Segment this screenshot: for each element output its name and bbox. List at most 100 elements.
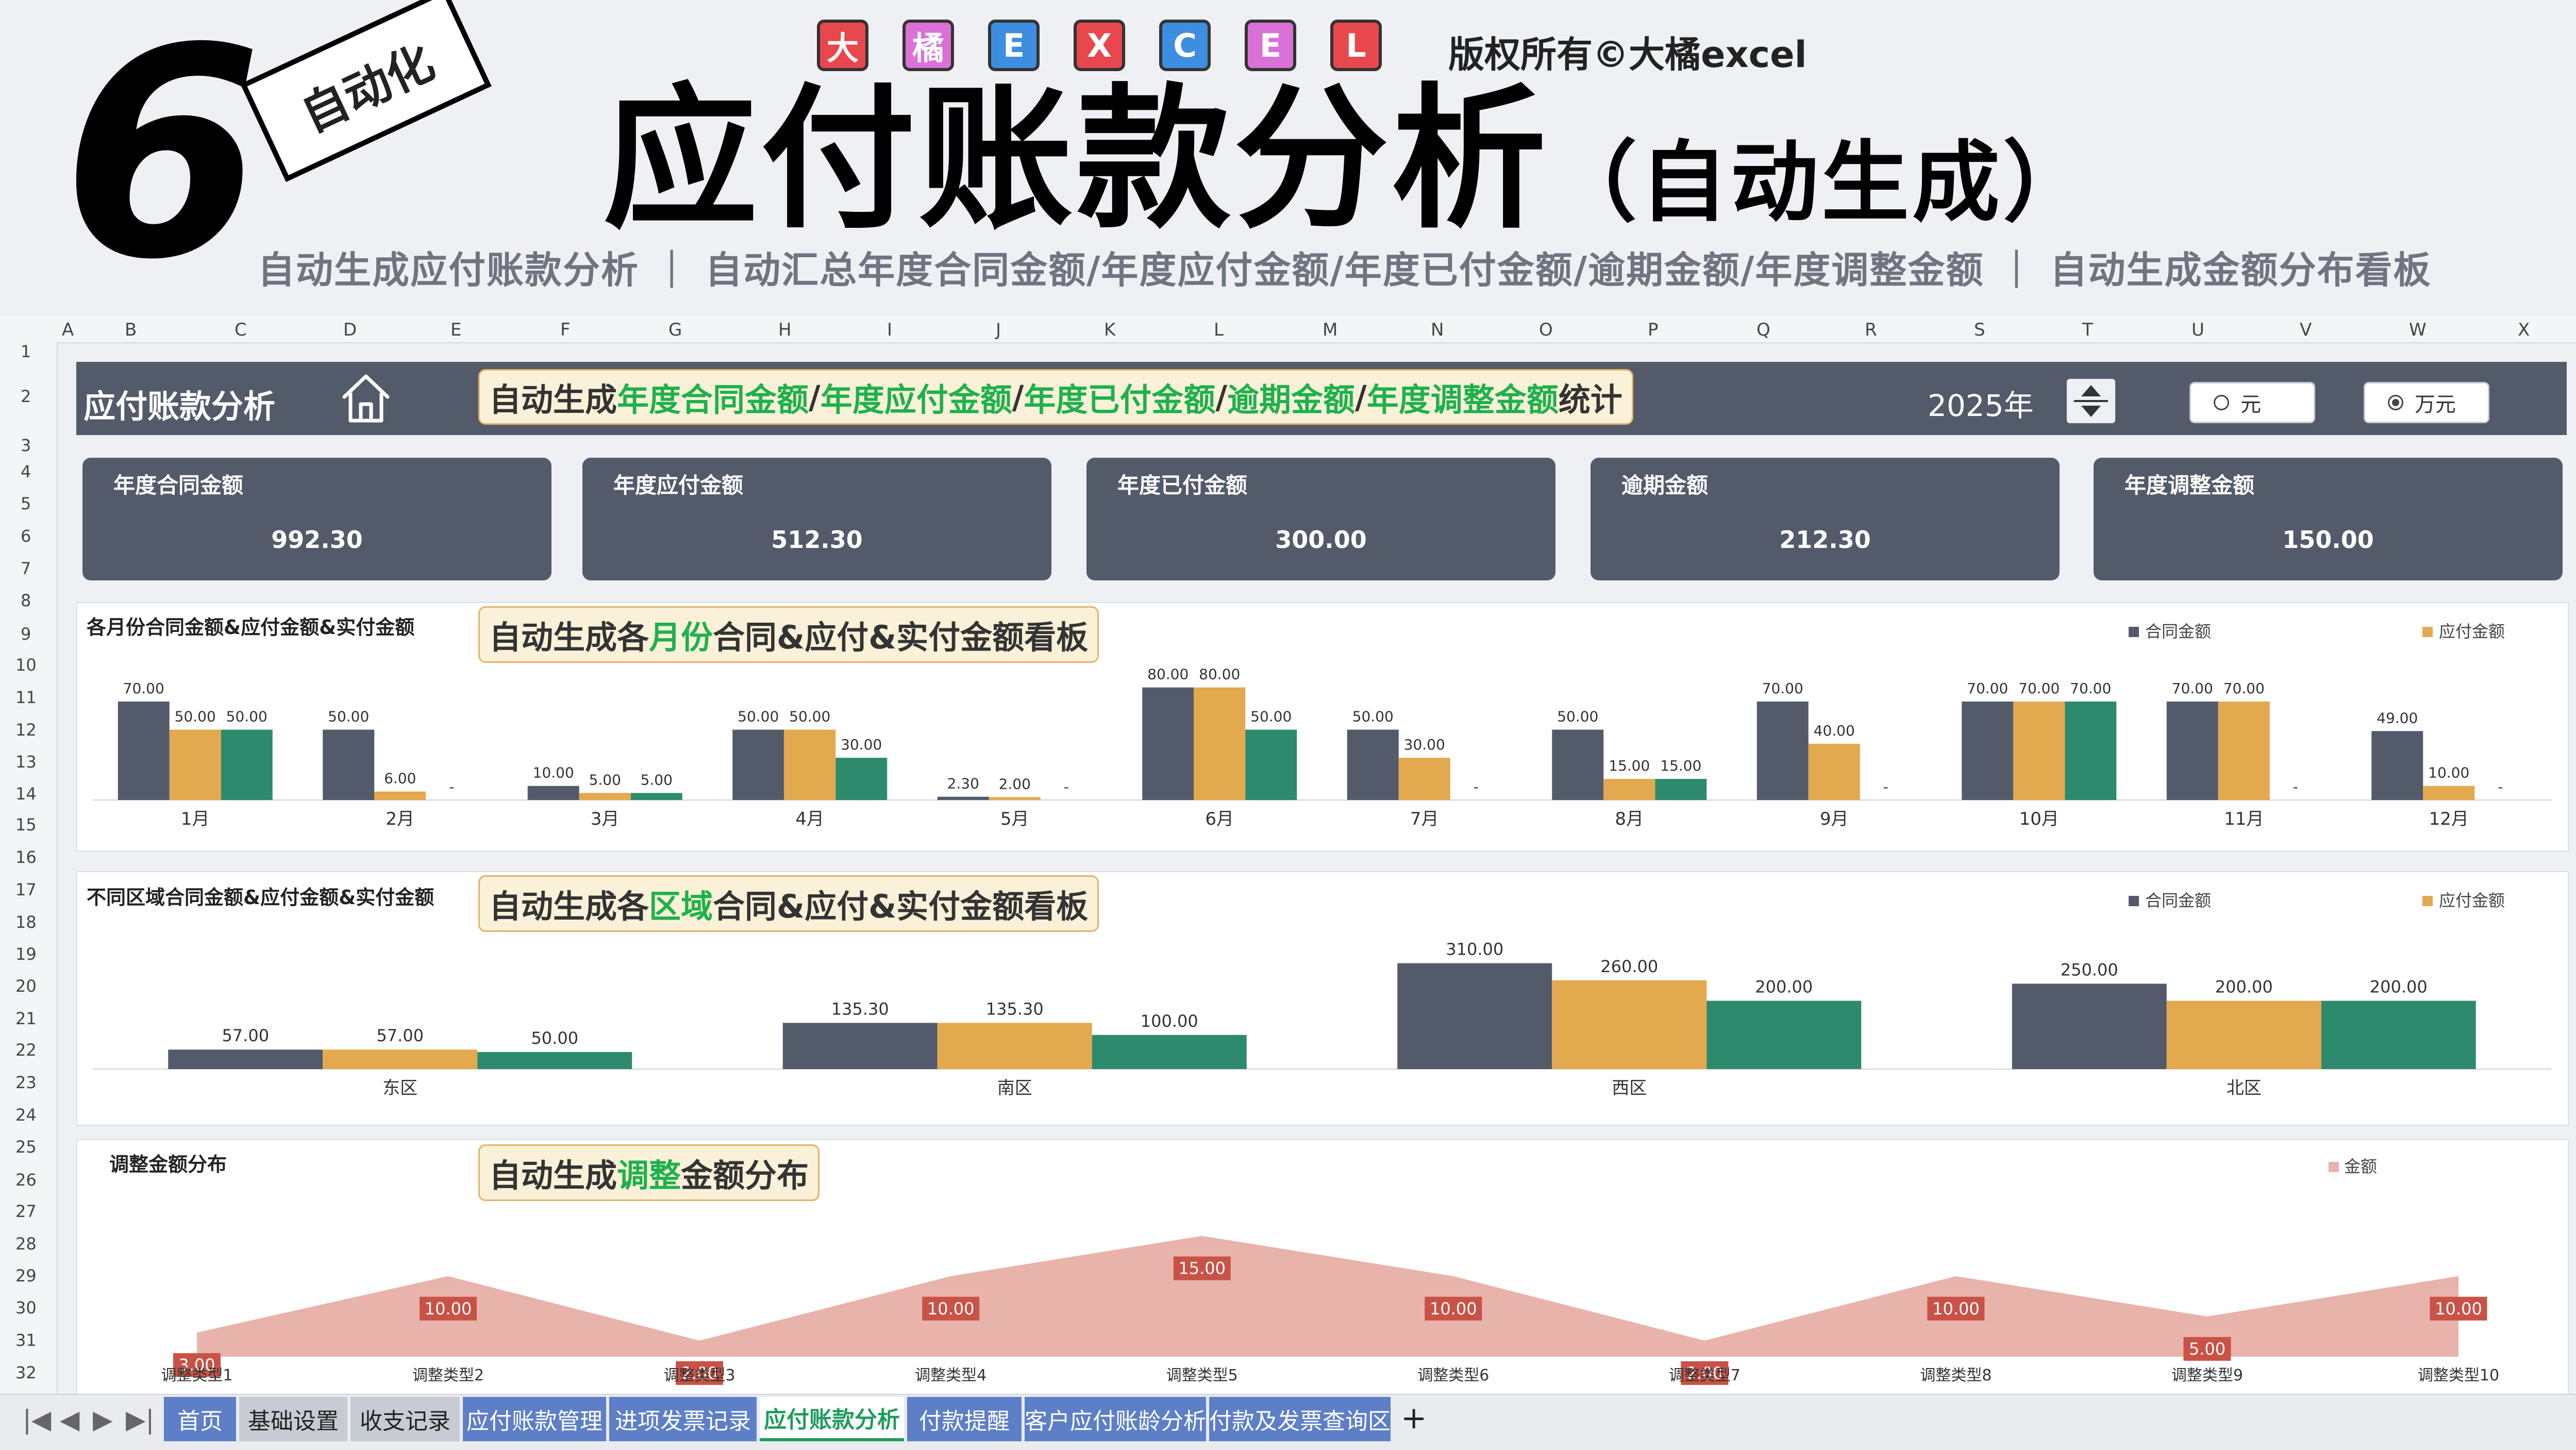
category-label: 调整类型1 xyxy=(161,1366,232,1385)
radio-selected-icon xyxy=(2388,395,2403,410)
sheet-tab[interactable]: 客户应付账龄分析 xyxy=(1025,1397,1206,1441)
row-header: 30 xyxy=(15,1298,37,1318)
row-header: 7 xyxy=(21,559,31,578)
legend-label: 应付金额 xyxy=(2439,891,2505,910)
category-label: 10月 xyxy=(2019,809,2059,829)
data-label: 260.00 xyxy=(1600,957,1658,976)
year-spinner[interactable] xyxy=(2067,379,2115,423)
bar xyxy=(169,729,221,800)
legend-label: 应付金额 xyxy=(2439,622,2505,641)
data-label: 10.00 xyxy=(533,764,574,781)
row-header: 12 xyxy=(15,720,37,740)
data-label: - xyxy=(1064,778,1069,795)
row-header: 9 xyxy=(21,624,31,644)
spinner-arrows-icon[interactable] xyxy=(2067,379,2115,423)
data-label-box xyxy=(1681,1361,1729,1385)
data-label: 10.00 xyxy=(1932,1299,1980,1319)
data-label-box xyxy=(1173,1256,1231,1280)
bar xyxy=(1194,687,1246,800)
sheet-tab[interactable]: 收支记录 xyxy=(350,1397,460,1441)
row-header: 1 xyxy=(21,342,31,361)
note-text-segment: 合同&应付&实付金额看板 xyxy=(713,619,1089,656)
bar xyxy=(2065,701,2117,800)
bar xyxy=(168,1049,323,1069)
data-label: 70.00 xyxy=(2223,680,2265,697)
data-label: 5.00 xyxy=(2189,1339,2226,1359)
sheet-tab[interactable]: 首页 xyxy=(164,1397,236,1441)
row-header: 5 xyxy=(21,494,31,513)
sheet-tab[interactable]: 进项发票记录 xyxy=(609,1397,757,1441)
brand-badge-char: X xyxy=(1087,26,1112,64)
data-label-box xyxy=(420,1296,477,1321)
kpi-label: 年度应付金额 xyxy=(613,473,744,498)
column-header: C xyxy=(235,320,247,340)
next-sheet-icon[interactable]: ▶ xyxy=(93,1405,113,1435)
note-text-segment: 自动生成各 xyxy=(489,619,649,656)
sheet-tab[interactable]: 基础设置 xyxy=(239,1397,347,1441)
brand-badge: L xyxy=(1330,20,1382,71)
brand-badge: 大 xyxy=(817,20,868,71)
radio-circle-icon xyxy=(2214,395,2229,410)
prev-sheet-icon[interactable]: ◀ xyxy=(60,1405,80,1435)
row-header: 17 xyxy=(15,880,37,899)
first-sheet-icon[interactable]: |◀ xyxy=(23,1405,52,1435)
unit-option-label: 万元 xyxy=(2415,393,2456,416)
region-note: 自动生成各 区域 合同&应付&实付金额看板 xyxy=(478,875,1099,932)
category-label: 调整类型3 xyxy=(664,1366,735,1385)
unit-option-yuan[interactable]: 元 xyxy=(2189,382,2315,423)
data-label-box xyxy=(922,1296,980,1321)
legend-swatch xyxy=(2329,1162,2339,1172)
region-chart: 57.00 57.00 50.00 东区 135.30 135.30 100.00 南区 310… xyxy=(93,891,2551,1098)
data-label: 50.00 xyxy=(1557,708,1598,725)
brand-badge-char: 大 xyxy=(826,29,859,67)
column-header: V xyxy=(2300,320,2312,340)
sheet-tab[interactable]: 付款及发票查询区 xyxy=(1209,1397,1391,1441)
data-label: 70.00 xyxy=(2070,680,2111,697)
data-label: 2.00 xyxy=(1686,1363,1723,1383)
note-text-segment: 年度已付金额 xyxy=(1024,381,1216,419)
sheet-tab-label: 基础设置 xyxy=(248,1408,339,1435)
row-header: 16 xyxy=(15,847,37,867)
banner-subtitle: 自动生成应付账款分析 ｜ 自动汇总年度合同金额/年度应付金额/年度已付金额/逾期… xyxy=(258,248,2432,292)
legend-swatch xyxy=(2422,896,2433,906)
data-label-box xyxy=(2183,1337,2231,1361)
column-header: F xyxy=(560,320,571,340)
bar xyxy=(579,793,631,800)
note-text-segment: / xyxy=(809,378,821,416)
note-text-segment: 年度调整金额 xyxy=(1366,381,1559,419)
data-label-box xyxy=(2430,1296,2487,1321)
sheet-tab-label: 收支记录 xyxy=(360,1408,450,1435)
column-headers: A B C D E F G H I J K L M N O P Q R S T U V W X xyxy=(0,315,2576,343)
sheet-tab[interactable]: 应付账款管理 xyxy=(463,1397,606,1441)
sheet-tab-label: 客户应付账龄分析 xyxy=(1025,1408,1206,1435)
note-text-segment: 金额分布 xyxy=(681,1157,809,1194)
data-label-box xyxy=(173,1353,221,1377)
data-label: 135.30 xyxy=(831,999,889,1019)
region-chart-panel: 不同区域合同金额&应付金额&实付金额 57.00 57.00 50.00 东区 135.… xyxy=(76,871,2569,1126)
home-icon[interactable] xyxy=(340,370,392,426)
category-label: 6月 xyxy=(1205,809,1234,829)
data-label: 100.00 xyxy=(1141,1011,1198,1031)
category-label: 西区 xyxy=(1612,1078,1647,1098)
legend-label: 金额 xyxy=(2344,1157,2377,1176)
row-header: 6 xyxy=(21,526,31,546)
sheet-tab[interactable]: 付款提醒 xyxy=(907,1397,1022,1441)
brand-badge: C xyxy=(1159,20,1211,71)
bar xyxy=(835,758,888,800)
category-label: 12月 xyxy=(2429,809,2469,829)
row-header: 18 xyxy=(15,912,37,932)
sheet-tab[interactable]: 应付账款分析 xyxy=(760,1397,904,1441)
year-display: 2025年 xyxy=(1928,388,2034,423)
data-label: 5.00 xyxy=(589,771,621,788)
unit-option-wanyuan[interactable]: 万元 xyxy=(2364,382,2489,423)
bar xyxy=(221,729,273,800)
data-label: 50.00 xyxy=(1352,708,1394,725)
data-label: 10.00 xyxy=(1430,1299,1477,1319)
data-label: 310.00 xyxy=(1446,940,1503,959)
last-sheet-icon[interactable]: ▶| xyxy=(126,1405,155,1435)
note-text-segment: 统计 xyxy=(1558,381,1622,419)
add-sheet-icon[interactable]: + xyxy=(1401,1400,1427,1436)
note-text-segment: 年度应付金额 xyxy=(820,381,1012,419)
bar xyxy=(2321,1001,2476,1069)
category-label: 8月 xyxy=(1615,809,1644,829)
